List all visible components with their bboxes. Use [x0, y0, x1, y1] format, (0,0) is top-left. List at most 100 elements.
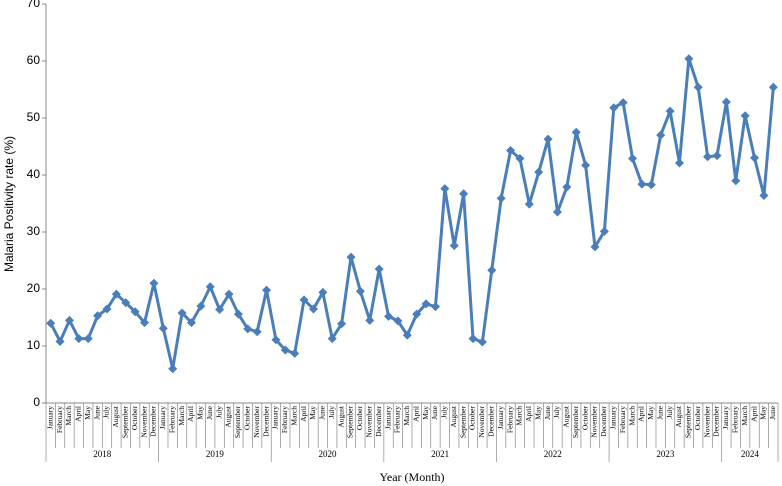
- x-tick-label: November: [477, 405, 486, 437]
- x-tick-label: February: [167, 406, 176, 433]
- x-tick-label: April: [411, 406, 420, 422]
- x-tick-label: June: [655, 405, 664, 419]
- data-point: [506, 145, 516, 155]
- x-tick-label: January: [721, 406, 730, 430]
- data-point: [628, 153, 638, 163]
- data-point: [402, 330, 412, 340]
- x-tick-label: September: [458, 406, 467, 439]
- x-tick-label: April: [186, 406, 195, 422]
- data-point: [215, 305, 225, 315]
- x-tick-label: September: [346, 406, 355, 439]
- x-tick-label: May: [646, 406, 655, 420]
- x-tick-label: September: [120, 406, 129, 439]
- x-tick-label: March: [177, 406, 186, 426]
- x-tick-label: April: [749, 406, 758, 422]
- data-point: [374, 264, 384, 274]
- x-tick-label: August: [336, 405, 345, 428]
- data-point: [346, 252, 356, 262]
- x-tick-label: July: [102, 406, 111, 419]
- x-tick-label: December: [261, 406, 270, 437]
- x-tick-label: August: [562, 405, 571, 428]
- data-point: [337, 319, 347, 329]
- data-point: [477, 337, 487, 347]
- x-tick-label: March: [627, 406, 636, 426]
- data-point: [571, 127, 581, 137]
- y-axis-title: Malaria Positivity rate (%): [2, 136, 16, 272]
- x-tick-label: November: [702, 405, 711, 437]
- data-point: [581, 160, 591, 170]
- data-point: [656, 130, 666, 140]
- data-point: [750, 153, 760, 163]
- x-tick-label: January: [608, 406, 617, 430]
- x-tick-label: December: [486, 406, 495, 437]
- x-tick-label: September: [233, 406, 242, 439]
- x-tick-label: June: [768, 405, 777, 419]
- x-tick-label: August: [224, 405, 233, 428]
- x-tick-label: December: [599, 406, 608, 437]
- x-tick-label: March: [64, 406, 73, 426]
- data-point: [515, 153, 525, 163]
- y-tick-label: 50: [27, 110, 41, 124]
- x-tick-label: March: [740, 406, 749, 426]
- y-tick-label: 20: [27, 281, 41, 295]
- x-tick-label: February: [280, 406, 289, 433]
- x-tick-label: February: [618, 406, 627, 433]
- data-point: [318, 287, 328, 297]
- x-tick-label: January: [271, 406, 280, 430]
- x-tick-label: May: [533, 406, 542, 420]
- x-tick-label: November: [364, 405, 373, 437]
- y-tick-label: 30: [27, 224, 41, 238]
- y-tick-label: 70: [27, 0, 41, 10]
- data-point: [759, 191, 769, 201]
- x-tick-label: January: [496, 406, 505, 430]
- x-tick-label: May: [196, 406, 205, 420]
- data-point: [496, 193, 506, 203]
- x-tick-label: February: [730, 406, 739, 433]
- x-tick-label: June: [205, 405, 214, 419]
- x-tick-label: May: [759, 406, 768, 420]
- x-tick-label: February: [393, 406, 402, 433]
- data-point: [168, 364, 178, 374]
- x-tick-label: January: [45, 406, 54, 430]
- data-point: [327, 334, 337, 344]
- data-point: [299, 295, 309, 305]
- y-tick-label: 40: [27, 167, 41, 181]
- x-tick-label: November: [139, 405, 148, 437]
- data-point: [64, 315, 74, 325]
- data-point: [280, 345, 290, 355]
- x-tick-label: August: [449, 405, 458, 428]
- y-tick-label: 10: [27, 338, 41, 352]
- data-point: [83, 334, 93, 344]
- x-tick-label: October: [242, 405, 251, 430]
- data-point: [111, 289, 121, 299]
- data-point: [224, 289, 234, 299]
- data-point: [393, 316, 403, 326]
- data-point: [721, 97, 731, 107]
- data-point: [271, 335, 281, 345]
- year-label: 2020: [319, 449, 338, 459]
- data-point: [440, 184, 450, 194]
- x-tick-label: September: [684, 406, 693, 439]
- data-point: [712, 151, 722, 161]
- x-tick-label: March: [402, 406, 411, 426]
- data-point: [703, 152, 713, 162]
- x-tick-label: August: [111, 405, 120, 428]
- data-point: [177, 308, 187, 318]
- data-point: [487, 265, 497, 275]
- data-point: [55, 336, 65, 346]
- data-point: [205, 282, 215, 292]
- data-point: [412, 309, 422, 319]
- x-tick-label: October: [693, 405, 702, 430]
- x-tick-label: October: [355, 405, 364, 430]
- x-tick-label: April: [299, 406, 308, 422]
- x-tick-label: January: [383, 406, 392, 430]
- data-line: [49, 57, 775, 371]
- x-tick-label: December: [712, 406, 721, 437]
- data-point: [599, 226, 609, 236]
- data-point: [430, 302, 440, 312]
- x-axis-title: Year (Month): [379, 470, 444, 484]
- x-tick-label: August: [674, 405, 683, 428]
- x-tick-label: May: [83, 406, 92, 420]
- x-tick-label: December: [149, 406, 158, 437]
